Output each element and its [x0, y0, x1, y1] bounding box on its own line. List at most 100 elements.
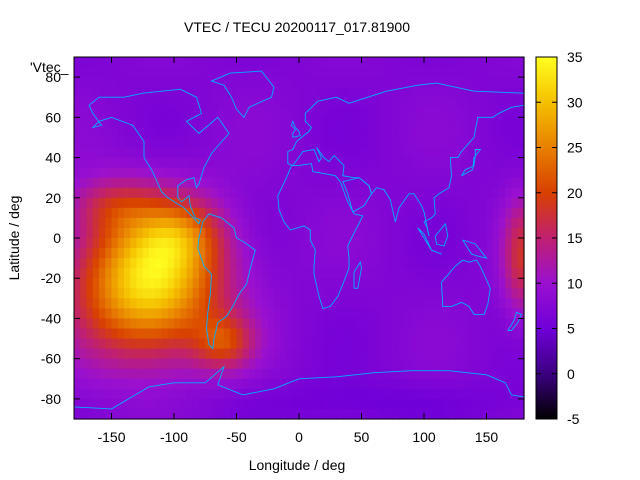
heatmap-cell	[224, 137, 231, 149]
heatmap-cell	[411, 368, 419, 380]
heatmap-cell	[124, 147, 131, 159]
heatmap-cell	[86, 408, 94, 420]
heatmap-cell	[199, 368, 206, 380]
heatmap-cell	[130, 298, 138, 309]
heatmap-cell	[424, 197, 431, 209]
heatmap-cell	[467, 187, 475, 199]
heatmap-cell	[361, 248, 369, 259]
heatmap-cell	[324, 348, 331, 360]
heatmap-cell	[249, 288, 256, 299]
heatmap-cell	[224, 77, 231, 88]
heatmap-cell	[211, 298, 219, 309]
heatmap-cell	[80, 248, 88, 259]
heatmap-cell	[236, 167, 244, 179]
heatmap-cell	[505, 67, 513, 78]
heatmap-cell	[167, 137, 175, 149]
heatmap-cell	[149, 358, 156, 370]
heatmap-cell	[130, 157, 138, 169]
heatmap-cell	[480, 147, 488, 159]
heatmap-cell	[286, 157, 294, 169]
heatmap-cell	[124, 107, 131, 118]
heatmap-cell	[392, 398, 400, 410]
heatmap-cell	[292, 308, 300, 320]
heatmap-cell	[149, 217, 156, 229]
heatmap-cell	[474, 378, 481, 390]
heatmap-cell	[486, 207, 494, 219]
heatmap-cell	[261, 408, 269, 420]
heatmap-cell	[480, 187, 488, 199]
heatmap-cell	[230, 258, 238, 269]
heatmap-cell	[342, 388, 350, 400]
heatmap-cell	[99, 67, 106, 78]
heatmap-cell	[86, 258, 94, 269]
heatmap-cell	[299, 248, 306, 259]
heatmap-cell	[511, 328, 519, 340]
heatmap-cell	[411, 97, 419, 108]
heatmap-cell	[505, 217, 513, 229]
heatmap-cell	[117, 268, 125, 279]
heatmap-cell	[161, 167, 169, 179]
heatmap-cell	[267, 167, 275, 179]
heatmap-cell	[386, 258, 394, 269]
heatmap-cell	[224, 207, 231, 219]
heatmap-cell	[217, 147, 225, 159]
heatmap-cell	[405, 97, 413, 108]
heatmap-cell	[511, 388, 519, 400]
heatmap-cell	[199, 268, 206, 279]
heatmap-cell	[467, 97, 475, 108]
heatmap-cell	[286, 57, 294, 68]
heatmap-cell	[92, 187, 100, 199]
heatmap-cell	[161, 288, 169, 299]
heatmap-cell	[311, 298, 319, 309]
heatmap-cell	[499, 288, 506, 299]
heatmap-cell	[236, 207, 244, 219]
heatmap-cell	[480, 227, 488, 239]
heatmap-cell	[111, 147, 119, 159]
heatmap-cell	[392, 147, 400, 159]
heatmap-cell	[480, 378, 488, 390]
heatmap-cell	[124, 77, 131, 88]
heatmap-cell	[205, 197, 213, 209]
heatmap-cell	[474, 167, 481, 179]
heatmap-cell	[299, 298, 306, 309]
heatmap-cell	[80, 127, 88, 139]
heatmap-cell	[317, 67, 325, 78]
heatmap-cell	[255, 268, 263, 279]
heatmap-cell	[92, 167, 100, 179]
heatmap-cell	[486, 238, 494, 249]
heatmap-cell	[186, 378, 194, 390]
heatmap-cell	[255, 77, 263, 88]
heatmap-cell	[211, 388, 219, 400]
heatmap-cell	[280, 167, 288, 179]
heatmap-cell	[224, 268, 231, 279]
heatmap-cell	[167, 197, 175, 209]
heatmap-cell	[130, 147, 138, 159]
heatmap-cell	[461, 147, 469, 159]
heatmap-cell	[399, 137, 406, 149]
heatmap-cell	[330, 127, 338, 139]
heatmap-cell	[80, 77, 88, 88]
heatmap-cell	[417, 67, 425, 78]
heatmap-cell	[311, 117, 319, 128]
heatmap-cell	[349, 388, 356, 400]
heatmap-cell	[292, 378, 300, 390]
heatmap-cell	[192, 97, 200, 108]
heatmap-cell	[367, 338, 375, 350]
heatmap-cell	[136, 167, 144, 179]
heatmap-cell	[267, 107, 275, 118]
heatmap-cell	[480, 77, 488, 88]
heatmap-cell	[161, 177, 169, 189]
heatmap-cell	[111, 207, 119, 219]
heatmap-cell	[336, 147, 344, 159]
heatmap-cell	[230, 127, 238, 139]
heatmap-cell	[267, 258, 275, 269]
heatmap-cell	[174, 348, 181, 360]
heatmap-cell	[99, 398, 106, 410]
heatmap-cell	[74, 157, 81, 169]
heatmap-cell	[430, 408, 438, 420]
heatmap-cell	[511, 77, 519, 88]
heatmap-cell	[255, 408, 263, 420]
heatmap-cell	[436, 298, 444, 309]
heatmap-cell	[461, 77, 469, 88]
heatmap-cell	[242, 338, 250, 350]
